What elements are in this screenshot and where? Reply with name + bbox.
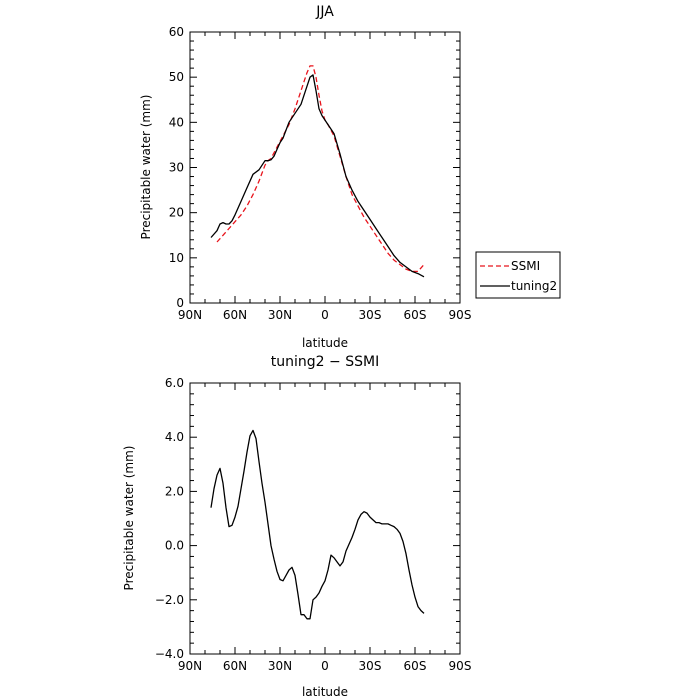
bottom-x-tick-label: 0 [321,659,329,673]
bottom-x-tick-label: 90S [449,659,472,673]
top-y-tick-label: 30 [169,161,184,175]
bottom-x-tick-label: 60N [223,659,247,673]
bottom-x-tick-label: 30N [268,659,292,673]
top-y-tick-label: 10 [169,251,184,265]
top-x-tick-label: 90N [178,308,202,322]
bottom-y-tick-label: 2.0 [165,484,184,498]
top-x-tick-label: 30N [268,308,292,322]
top-x-tick-label: 60N [223,308,247,322]
top-y-axis-label: Precipitable water (mm) [139,95,153,240]
bottom-x-tick-label: 60S [404,659,427,673]
bottom-ticks: 90N 60N 30N 0 30S 60S 90S −4.0 −2.0 0.0 2.0 4.0 6.0 [155,376,472,673]
legend-ssmi-label: SSMI [511,259,540,273]
top-panel: JJA 90N 60N 30N 0 30S 60S 90S 0 10 20 30 40 50 60 lat… [139,4,471,350]
bottom-x-tick-label: 30S [359,659,382,673]
bottom-series-line-difference [210,429,425,620]
top-y-tick-label: 20 [169,206,184,220]
top-x-tick-label: 60S [404,308,427,322]
legend: SSMI tuning2 [475,251,561,299]
top-y-tick-label: 0 [176,296,184,310]
top-series-line-tuning2 [210,74,425,278]
bottom-y-tick-label: 0.0 [165,539,184,553]
top-series-line-ssmi [216,65,425,273]
bottom-chart-title: tuning2 − SSMI [271,354,379,370]
bottom-y-tick-label: −4.0 [155,647,184,661]
top-x-tick-label: 0 [321,308,329,322]
bottom-x-axis-label: latitude [302,685,348,699]
bottom-y-tick-label: −2.0 [155,593,184,607]
top-y-tick-label: 50 [169,70,184,84]
top-y-tick-label: 40 [169,115,184,129]
top-ticks: 90N 60N 30N 0 30S 60S 90S 0 10 20 30 40 50 60 [169,25,472,322]
legend-tuning2-label: tuning2 [511,279,557,293]
top-chart-title: JJA [315,4,334,20]
top-y-tick-label: 60 [169,25,184,39]
bottom-panel: tuning2 − SSMI 90N 60N 30N 0 30S 60S 90S −4.0 −2… [122,354,471,699]
bottom-y-tick-label: 6.0 [165,376,184,390]
bottom-plot-frame [189,382,461,655]
bottom-series [210,429,425,620]
top-x-axis-label: latitude [302,336,348,350]
top-plot-frame [189,31,461,304]
top-series [210,65,425,278]
bottom-y-axis-label: Precipitable water (mm) [122,446,136,591]
legend-box [475,251,561,299]
top-x-tick-label: 30S [359,308,382,322]
top-x-tick-label: 90S [449,308,472,322]
bottom-x-tick-label: 90N [178,659,202,673]
bottom-y-tick-label: 4.0 [165,430,184,444]
